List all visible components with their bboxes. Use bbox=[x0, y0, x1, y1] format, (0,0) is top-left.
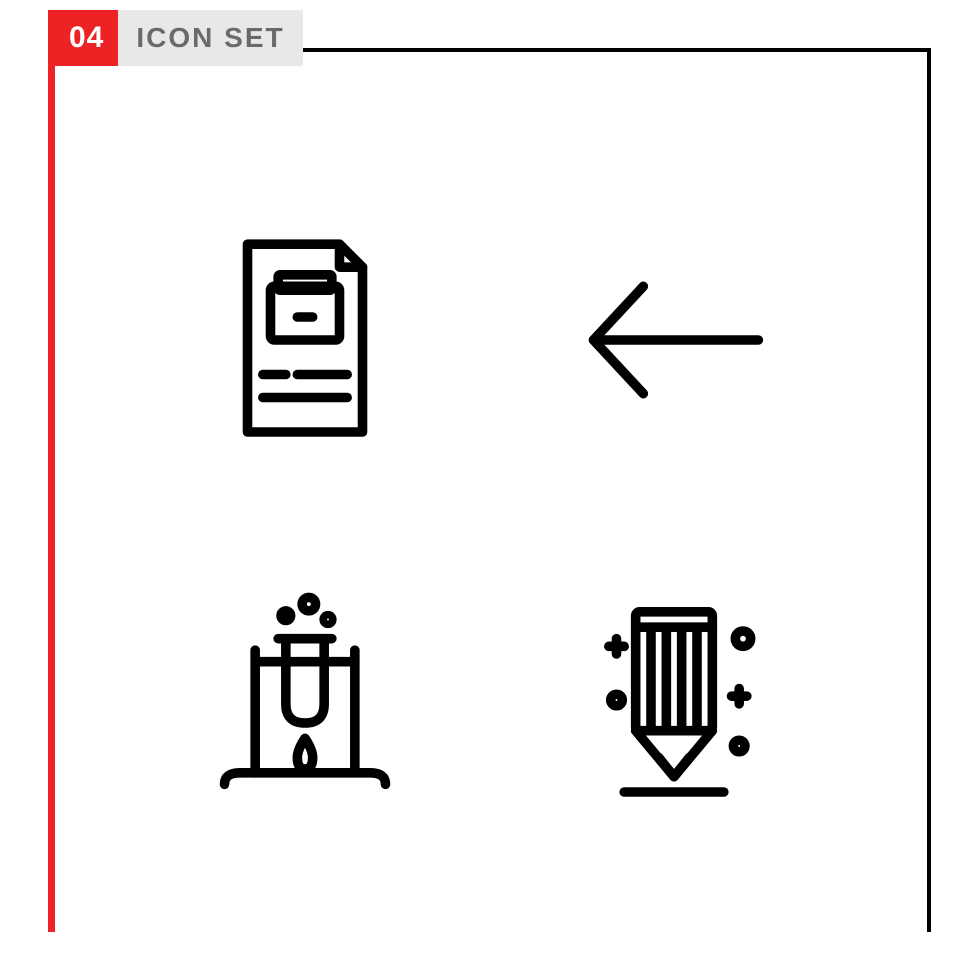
arrow-left-icon bbox=[559, 225, 789, 455]
lab-tube-burner-icon bbox=[190, 585, 420, 815]
accent-vertical-bar bbox=[48, 10, 55, 932]
frame-border-right bbox=[927, 48, 931, 932]
pencil-sparkle-icon bbox=[559, 585, 789, 815]
title-badge: 04 ICON SET bbox=[55, 10, 303, 66]
badge-label: ICON SET bbox=[118, 10, 302, 66]
icon-grid bbox=[120, 160, 859, 880]
document-archive-icon bbox=[190, 225, 420, 455]
badge-number: 04 bbox=[55, 10, 118, 66]
